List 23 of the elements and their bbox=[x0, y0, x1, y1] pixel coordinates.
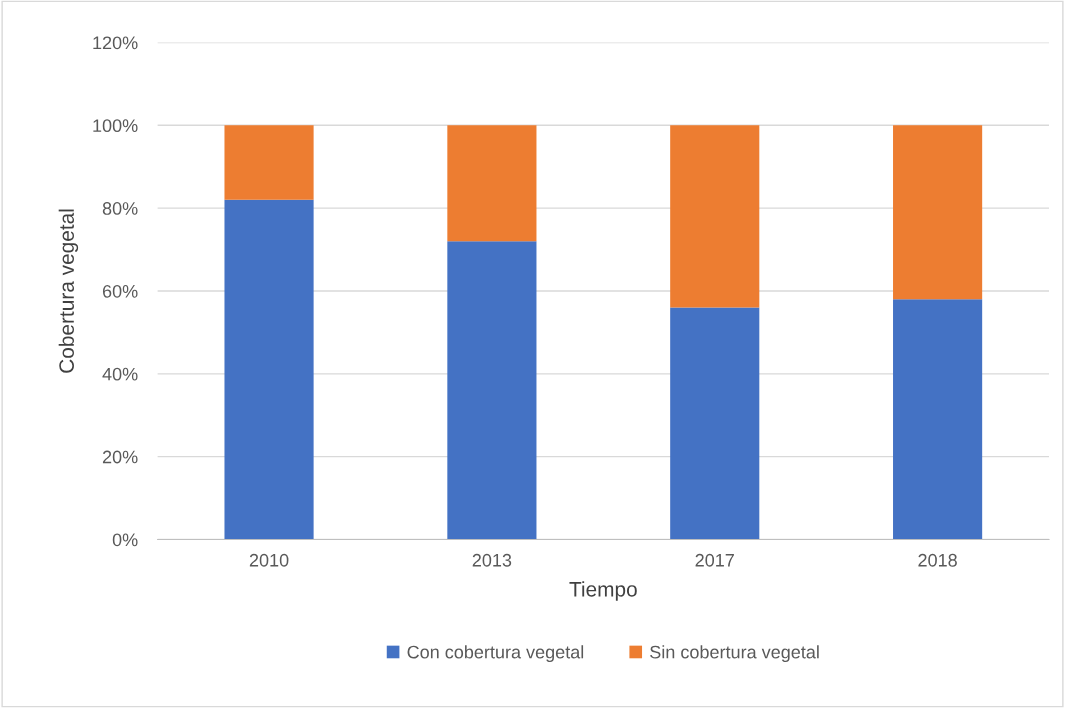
legend-label: Con cobertura vegetal bbox=[407, 645, 584, 663]
bar bbox=[224, 125, 314, 200]
bar bbox=[447, 125, 537, 242]
bar bbox=[670, 307, 760, 540]
bar bbox=[893, 125, 983, 300]
x-tick-label: 2010 bbox=[249, 553, 289, 567]
x-tick-label: 2013 bbox=[472, 553, 512, 567]
x-axis-title: Tiempo bbox=[569, 581, 637, 601]
y-tick-label: 60% bbox=[102, 284, 138, 298]
bar bbox=[893, 299, 983, 540]
bar bbox=[447, 241, 537, 540]
y-axis-title: Cobertura vegetal bbox=[58, 209, 79, 373]
y-tick-label: 40% bbox=[102, 367, 138, 381]
bar bbox=[224, 199, 314, 540]
bar bbox=[670, 125, 760, 308]
y-tick-label: 20% bbox=[102, 450, 138, 464]
y-tick-label: 100% bbox=[93, 119, 138, 133]
x-tick-label: 2018 bbox=[918, 553, 957, 567]
y-tick-label: 0% bbox=[112, 533, 138, 547]
x-tick-label: 2017 bbox=[695, 553, 734, 567]
legend-label: Sin cobertura vegetal bbox=[650, 645, 819, 663]
y-tick-label: 80% bbox=[102, 202, 138, 215]
y-tick-label: 120% bbox=[93, 36, 138, 50]
